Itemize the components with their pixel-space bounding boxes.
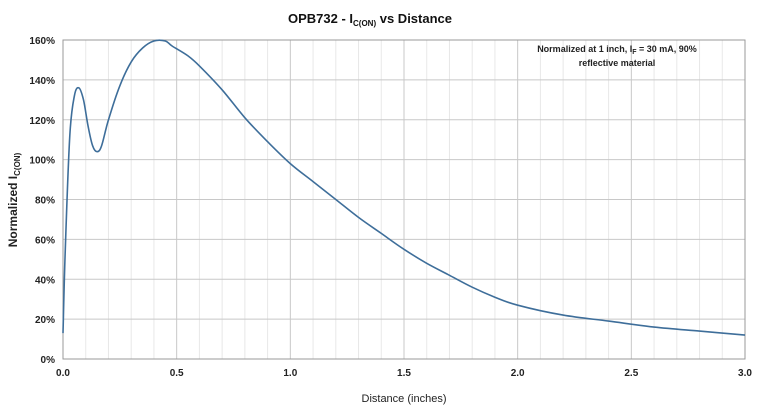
annotation: Normalized at 1 inch, IF = 30 mA, 90% re… (537, 44, 697, 68)
annotation-line-1: Normalized at 1 inch, IF = 30 mA, 90% (537, 44, 697, 56)
x-tick-label: 1.5 (397, 368, 411, 379)
y-tick-label: 160% (29, 36, 55, 47)
y-tick-label: 140% (29, 76, 55, 87)
y-tick-label: 40% (35, 275, 55, 286)
x-tick-label: 3.0 (738, 368, 752, 379)
x-tick-label: 1.0 (283, 368, 297, 379)
y-tick-label: 80% (35, 196, 55, 207)
y-tick-label: 0% (41, 355, 56, 366)
x-tick-label: 2.0 (511, 368, 525, 379)
x-axis-label: Distance (inches) (362, 393, 447, 405)
y-tick-label: 60% (35, 235, 55, 246)
annotation-line-2: reflective material (579, 58, 656, 68)
x-tick-label: 0.5 (170, 368, 184, 379)
y-tick-label: 120% (29, 116, 55, 127)
chart-title: OPB732 - IC(ON) vs Distance (288, 11, 452, 28)
grid (63, 40, 745, 359)
y-tick-label: 100% (29, 156, 55, 167)
y-axis-ticks: 0% 20% 40% 60% 80% 100% 120% 140% 160% (29, 36, 55, 366)
x-tick-label: 0.0 (56, 368, 70, 379)
x-tick-label: 2.5 (624, 368, 638, 379)
y-tick-label: 20% (35, 315, 55, 326)
x-axis-ticks: 0.0 0.5 1.0 1.5 2.0 2.5 3.0 (56, 368, 752, 379)
y-axis-label: Normalized IC(ON) (6, 152, 22, 247)
